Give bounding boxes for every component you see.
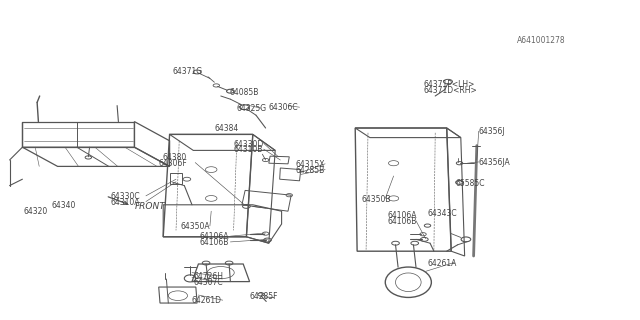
Text: 64371G: 64371G — [173, 67, 203, 76]
Text: 64261A: 64261A — [428, 259, 457, 268]
Text: 64306F: 64306F — [159, 159, 188, 168]
Text: 64307C: 64307C — [193, 278, 223, 287]
Text: 64106A: 64106A — [200, 232, 229, 241]
Text: 64085B: 64085B — [229, 88, 259, 97]
Text: 64340: 64340 — [51, 201, 76, 210]
Text: 64356J: 64356J — [479, 127, 506, 136]
Text: 64384: 64384 — [214, 124, 239, 132]
Text: 65585C: 65585C — [456, 179, 485, 188]
Text: 64371D<RH>: 64371D<RH> — [424, 86, 477, 95]
Text: 64306C: 64306C — [269, 103, 298, 112]
Text: 64285B: 64285B — [296, 166, 325, 175]
Text: 64310A: 64310A — [110, 198, 140, 207]
Text: 64325G: 64325G — [237, 104, 267, 113]
Text: 64726H: 64726H — [193, 272, 223, 281]
Text: 64315X: 64315X — [296, 160, 325, 169]
Text: 64106B: 64106B — [200, 238, 229, 247]
Text: A641001278: A641001278 — [517, 36, 566, 44]
Text: 64310B: 64310B — [234, 145, 263, 154]
Text: 64285F: 64285F — [250, 292, 278, 301]
Text: 64350A: 64350A — [180, 222, 210, 231]
Text: 64330C: 64330C — [110, 192, 140, 201]
Text: 64380: 64380 — [163, 153, 187, 162]
Text: 64320: 64320 — [23, 207, 47, 216]
Text: 64350B: 64350B — [362, 195, 391, 204]
Text: 64261D: 64261D — [192, 296, 222, 305]
Text: 64343C: 64343C — [428, 209, 457, 218]
Text: 64106B: 64106B — [387, 217, 417, 226]
Text: FRONT: FRONT — [134, 202, 165, 211]
Text: 64106A: 64106A — [387, 211, 417, 220]
Text: 64371P<LH>: 64371P<LH> — [424, 80, 475, 89]
Text: 64330D: 64330D — [234, 140, 264, 148]
Text: 64356JA: 64356JA — [479, 158, 511, 167]
